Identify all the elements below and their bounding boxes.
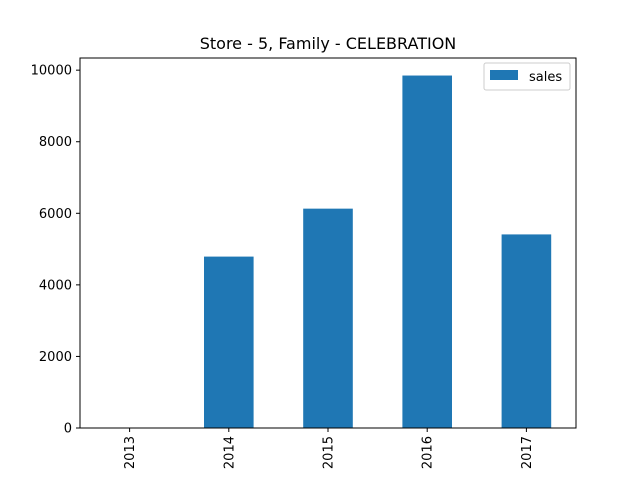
plot-frame	[79, 57, 577, 429]
y-tick-label: 6000	[39, 207, 72, 222]
bar-2017	[501, 234, 552, 428]
y-tick-label: 4000	[39, 278, 72, 293]
y-tick-label: 2000	[39, 350, 72, 365]
legend-swatch	[490, 70, 518, 80]
bar-2016	[402, 75, 452, 429]
x-tick-label: 2014	[222, 436, 237, 469]
x-axis: 2013 2014 2015 2016 2017	[123, 428, 535, 469]
chart-title: Store - 5, Family - CELEBRATION	[200, 34, 457, 53]
y-axis: 0 2000 4000 6000 8000 10000	[31, 64, 80, 437]
x-tick-label: 2017	[520, 436, 535, 469]
bar-2015	[303, 208, 353, 428]
bars-group	[204, 75, 552, 429]
legend-label-sales: sales	[529, 70, 562, 85]
y-tick-label: 10000	[31, 64, 72, 79]
y-tick-label: 8000	[39, 135, 72, 150]
x-tick-label: 2013	[123, 436, 138, 469]
x-tick-label: 2015	[322, 436, 337, 469]
legend: sales	[483, 62, 571, 91]
legend-box	[483, 62, 571, 91]
x-tick-label: 2016	[421, 436, 436, 469]
bar-2014	[204, 256, 254, 428]
y-tick-label: 0	[64, 422, 72, 437]
